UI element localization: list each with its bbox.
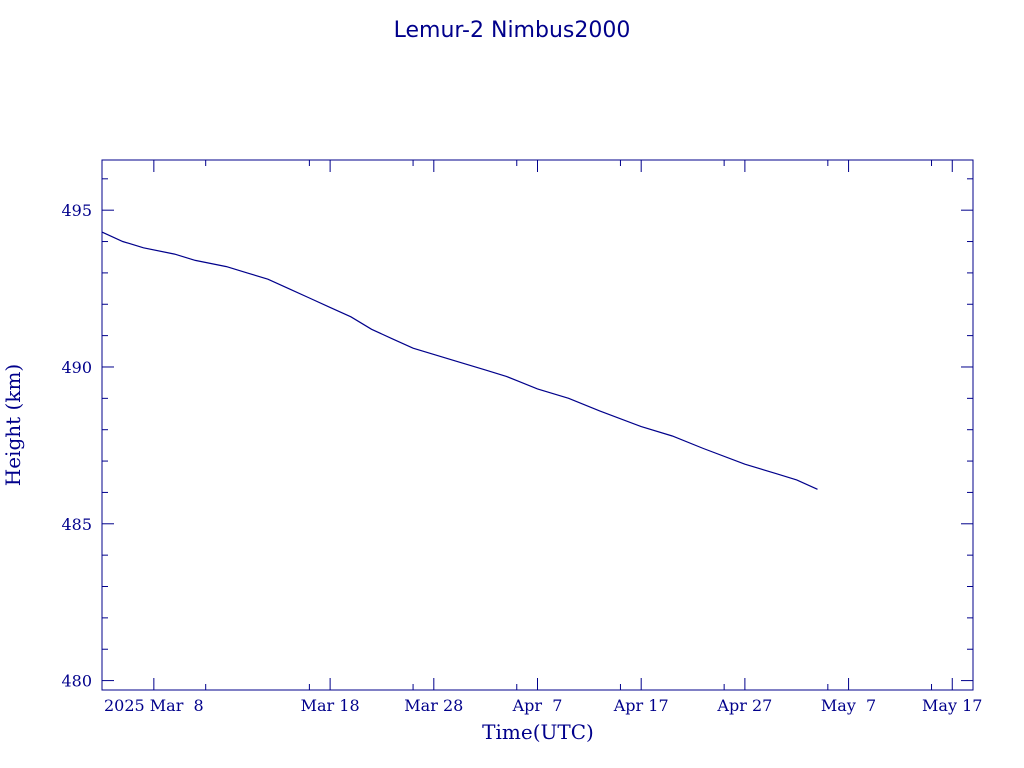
y-tick-label: 495 xyxy=(61,201,92,220)
y-tick-labels: 480 485 490 495 xyxy=(61,201,92,690)
x-tick-label: Mar 18 xyxy=(301,696,360,715)
y-axis-label: Height (km) xyxy=(1,364,25,486)
x-tick-label: May 17 xyxy=(922,696,982,715)
plot-frame xyxy=(101,159,974,691)
axis-ticks xyxy=(101,160,973,690)
x-tick-label: Apr 17 xyxy=(613,696,669,715)
x-tick-label: 2025 Mar 8 xyxy=(104,696,204,715)
x-tick-label: Apr 7 xyxy=(512,696,563,715)
series-layer xyxy=(101,231,818,490)
height-series-line xyxy=(101,231,818,490)
y-tick-label: 485 xyxy=(61,515,92,534)
y-tick-label: 480 xyxy=(61,672,92,691)
x-tick-label: Mar 28 xyxy=(404,696,463,715)
y-tick-label: 490 xyxy=(61,358,92,377)
x-tick-label: Apr 27 xyxy=(716,696,772,715)
chart-title: Lemur-2 Nimbus2000 xyxy=(394,18,631,43)
x-tick-label: May 7 xyxy=(821,696,876,715)
x-tick-labels: 2025 Mar 8 Mar 18 Mar 28 Apr 7 Apr 17 Apr 27 M… xyxy=(104,696,982,715)
x-axis-label: Time(UTC) xyxy=(482,720,594,744)
